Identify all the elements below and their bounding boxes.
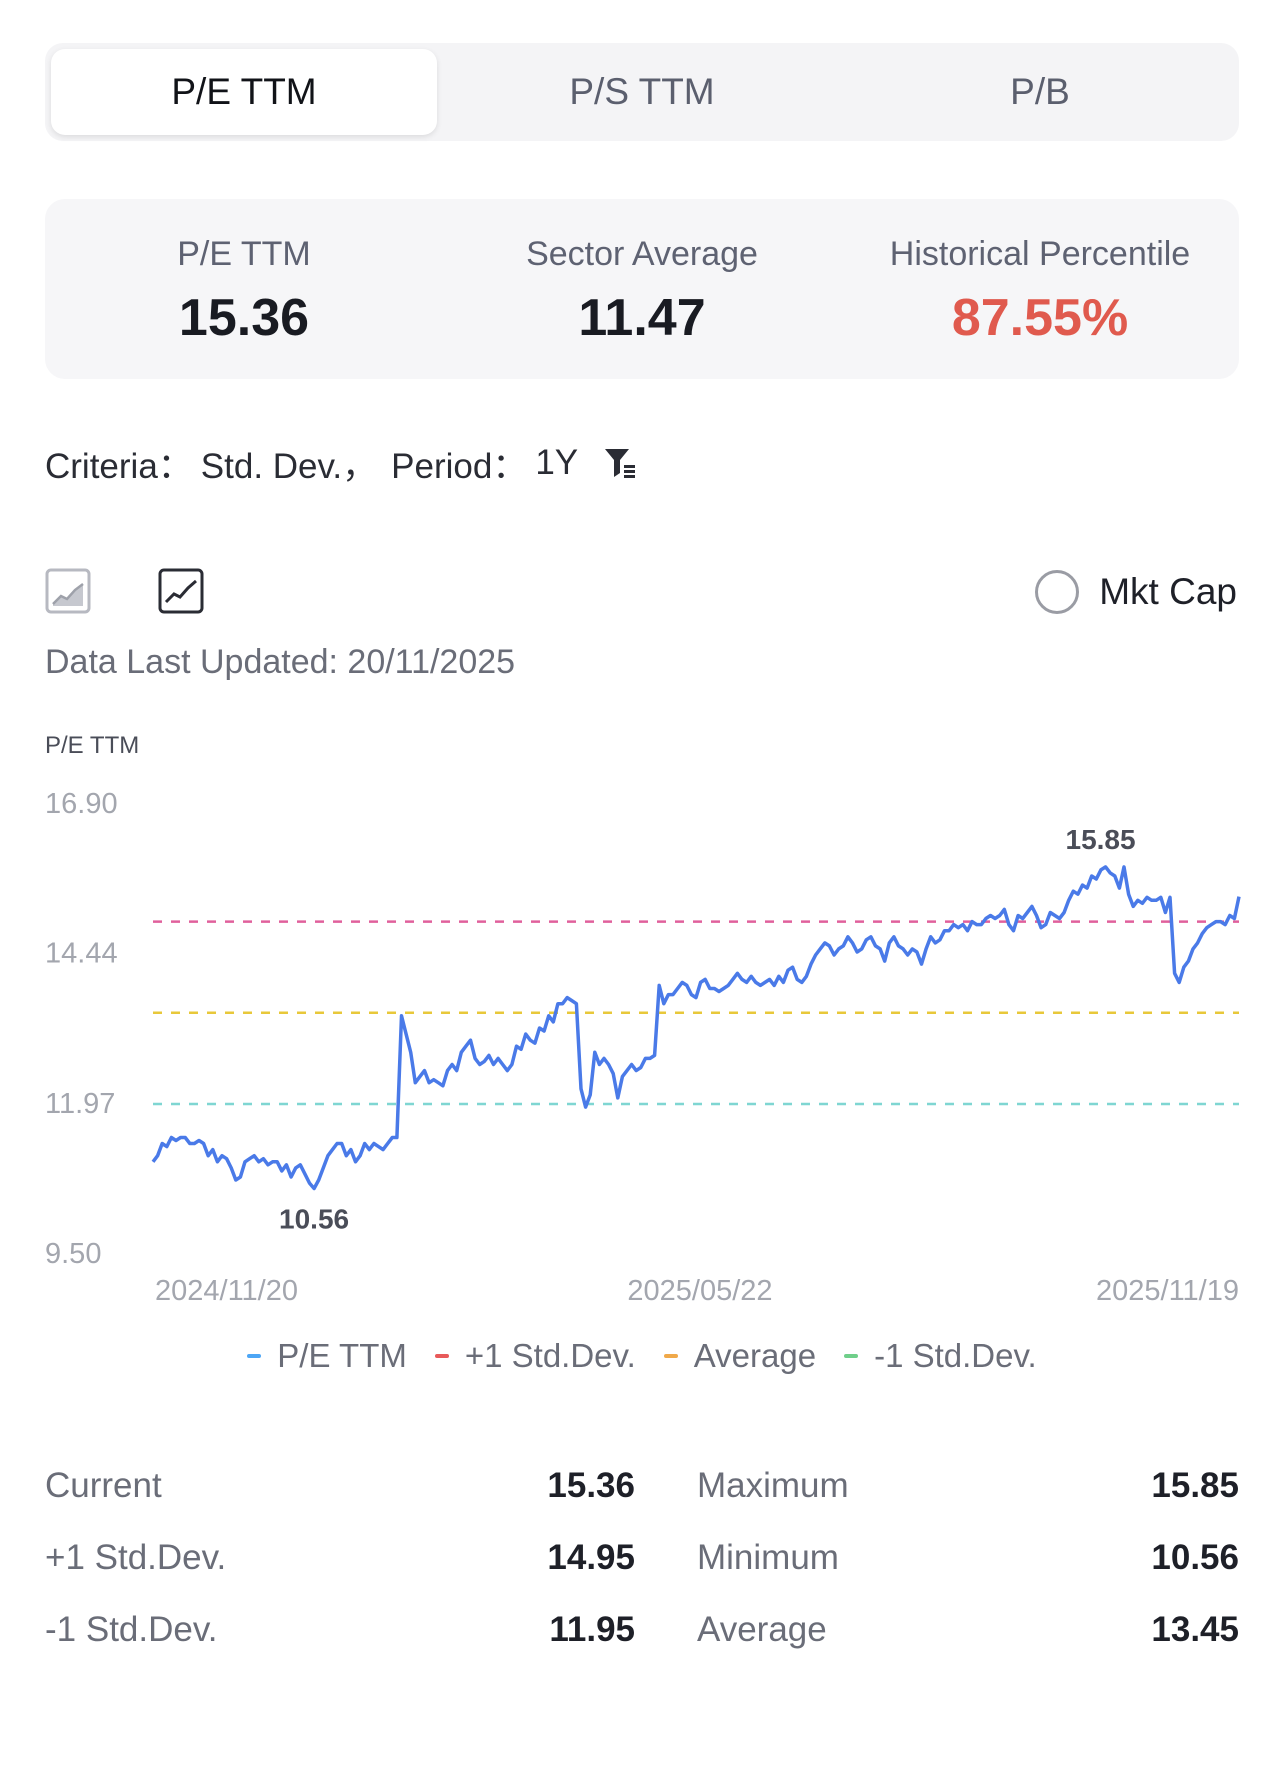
summary-pe-label: P/E TTM <box>177 235 311 273</box>
legend-plus-std[interactable]: +1 Std.Dev. <box>434 1337 636 1375</box>
legend-minus-std[interactable]: -1 Std.Dev. <box>844 1337 1037 1375</box>
pe-chart: P/E TTM 16.90 14.44 11.97 9.50 15.85 10.56 2024… <box>45 732 1241 1307</box>
stat-minimum-value: 10.56 <box>1151 1538 1239 1577</box>
summary-pe-value: 15.36 <box>178 289 310 347</box>
stat-current-label: Current <box>45 1466 162 1505</box>
stat-average-label: Average <box>697 1610 827 1649</box>
stat-minus-std-label: -1 Std.Dev. <box>45 1610 218 1649</box>
legend-swatch-avg <box>663 1354 678 1358</box>
y-tick-label: 14.44 <box>45 938 118 970</box>
y-tick-label: 16.90 <box>45 788 118 820</box>
line-chart-icon[interactable] <box>158 568 204 614</box>
y-tick-label: 9.50 <box>45 1238 101 1270</box>
stats-table: Current 15.36 Maximum 15.85 +1 Std.Dev. … <box>45 1466 1239 1682</box>
legend-label-pe: P/E TTM <box>277 1337 407 1374</box>
legend-label-minus: -1 Std.Dev. <box>874 1337 1037 1374</box>
x-tick-label: 2024/11/20 <box>155 1275 298 1307</box>
stat-row: -1 Std.Dev. 11.95 Average 13.45 <box>45 1610 1239 1682</box>
tab-pe-ttm[interactable]: P/E TTM <box>51 49 437 135</box>
criteria-row[interactable]: Criteria： Std. Dev.， Period： 1Y <box>45 438 638 488</box>
stat-minus-std-value: 11.95 <box>549 1610 635 1649</box>
legend-average[interactable]: Average <box>663 1337 817 1375</box>
area-chart-icon[interactable] <box>45 568 91 614</box>
period-label: Period： <box>391 446 528 486</box>
filter-icon[interactable] <box>602 445 638 481</box>
legend-swatch-plus <box>434 1354 449 1358</box>
y-axis-title: P/E TTM <box>45 732 139 759</box>
legend-label-plus: +1 Std.Dev. <box>464 1337 636 1374</box>
legend-swatch-pe <box>247 1354 262 1358</box>
tab-pb[interactable]: P/B <box>1010 71 1070 112</box>
x-tick-label: 2025/05/22 <box>627 1275 772 1307</box>
mkt-cap-label: Mkt Cap <box>1099 571 1237 612</box>
data-last-updated: Data Last Updated: 20/11/2025 <box>45 643 516 681</box>
stat-maximum-value: 15.85 <box>1151 1466 1239 1505</box>
stat-row: +1 Std.Dev. 14.95 Minimum 10.56 <box>45 1538 1239 1610</box>
x-tick-label: 2025/11/19 <box>1096 1275 1239 1307</box>
legend-label-avg: Average <box>693 1337 817 1374</box>
stat-plus-std-value: 14.95 <box>547 1538 635 1577</box>
criteria-value: Std. Dev.， <box>200 446 378 486</box>
stat-minimum-label: Minimum <box>697 1538 839 1577</box>
legend-pe-ttm[interactable]: P/E TTM <box>247 1337 407 1375</box>
summary-sector: Sector Average 11.47 <box>443 199 841 348</box>
stat-row: Current 15.36 Maximum 15.85 <box>45 1466 1239 1538</box>
period-value: 1Y <box>535 443 579 482</box>
stat-maximum-label: Maximum <box>697 1466 849 1505</box>
pe-ttm-series-line <box>151 865 1241 1191</box>
summary-percentile-label: Historical Percentile <box>889 235 1191 273</box>
summary-sector-label: Sector Average <box>526 235 758 273</box>
y-tick-label: 11.97 <box>45 1088 115 1120</box>
mkt-cap-toggle[interactable]: Mkt Cap <box>1035 566 1237 618</box>
tab-ps-ttm[interactable]: P/S TTM <box>569 71 715 112</box>
summary-percentile: Historical Percentile 87.55% <box>841 199 1239 348</box>
stat-current-value: 15.36 <box>547 1466 635 1505</box>
legend-swatch-minus <box>844 1354 859 1358</box>
summary-sector-value: 11.47 <box>578 289 706 347</box>
min-annotation: 10.56 <box>279 1204 349 1235</box>
stat-plus-std-label: +1 Std.Dev. <box>45 1538 227 1577</box>
max-annotation: 15.85 <box>1066 824 1136 855</box>
chart-legend: P/E TTM +1 Std.Dev. Average -1 Std.Dev. <box>0 1334 1284 1378</box>
stat-average-value: 13.45 <box>1151 1610 1239 1649</box>
summary-percentile-value: 87.55% <box>951 289 1129 347</box>
criteria-label: Criteria： <box>45 446 193 486</box>
valuation-summary: P/E TTM 15.36 Sector Average 11.47 Histo… <box>45 199 1239 379</box>
summary-pe: P/E TTM 15.36 <box>45 199 443 348</box>
metric-tabs: P/E TTM P/S TTM P/B <box>45 43 1239 141</box>
mkt-cap-radio[interactable] <box>1035 570 1080 614</box>
